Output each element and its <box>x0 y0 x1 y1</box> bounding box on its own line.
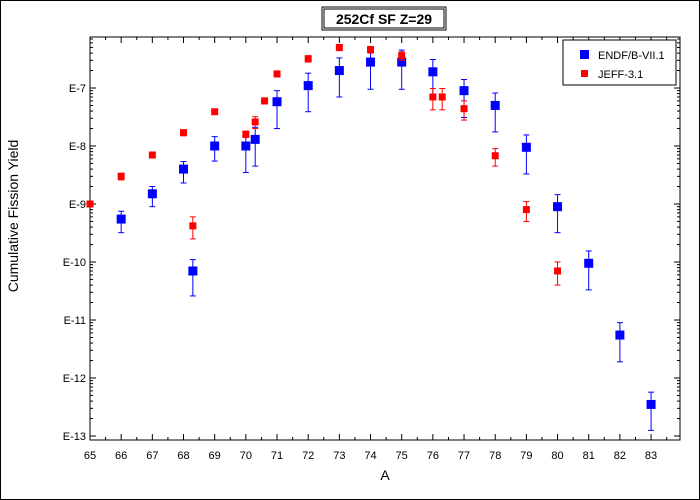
data-point <box>553 202 563 212</box>
x-tick-label: 71 <box>271 450 283 462</box>
data-point <box>460 105 468 113</box>
chart-title-group: 252Cf SF Z=29 <box>321 6 447 31</box>
series-jeff <box>86 43 562 286</box>
data-point <box>398 52 406 60</box>
data-point <box>179 164 189 174</box>
data-point <box>188 266 198 276</box>
data-point <box>86 200 94 208</box>
y-tick-label: E-11 <box>64 315 86 327</box>
y-tick-label: E-10 <box>63 257 86 269</box>
legend-label-jeff: JEFF-3.1 <box>598 69 643 81</box>
data-point <box>210 141 220 151</box>
x-axis-title: A <box>380 467 390 483</box>
data-point <box>303 81 313 91</box>
x-tick-label: 70 <box>240 450 252 462</box>
data-point <box>522 206 530 214</box>
x-tick-label: 65 <box>84 450 96 462</box>
x-tick-label: 77 <box>458 450 470 462</box>
legend-label-endf: ENDF/B-VII.1 <box>598 50 665 62</box>
x-tick-label: 72 <box>302 450 314 462</box>
x-tick-label: 73 <box>333 450 345 462</box>
data-point <box>438 93 446 101</box>
data-point <box>459 86 469 96</box>
y-tick-label: E-7 <box>69 83 86 95</box>
data-point <box>273 70 281 78</box>
x-tick-label: 76 <box>427 450 439 462</box>
x-tick-label: 75 <box>396 450 408 462</box>
legend-swatch-endf <box>580 50 589 59</box>
data-point <box>241 141 251 151</box>
y-tick-label: E-13 <box>63 431 86 443</box>
data-point <box>189 222 197 230</box>
data-point <box>366 57 376 67</box>
data-point <box>521 142 531 152</box>
chart-title-box <box>321 6 447 31</box>
data-point <box>646 399 656 409</box>
axis-ticks: 65 66 67 68 69 70 71 72 73 74 75 76 77 78 79 80 81 82 83 E-… <box>63 37 680 462</box>
data-marks <box>86 43 656 431</box>
data-point <box>261 97 269 105</box>
data-point <box>242 130 250 138</box>
x-tick-label: 66 <box>115 450 127 462</box>
data-point <box>147 189 157 199</box>
chart-title-inner-box <box>323 8 445 29</box>
data-point <box>304 55 312 63</box>
data-point <box>116 214 126 224</box>
x-tick-label: 82 <box>614 450 626 462</box>
data-point <box>554 267 562 275</box>
x-tick-label: 68 <box>177 450 189 462</box>
data-point <box>584 258 594 268</box>
y-tick-label: E-9 <box>69 199 86 211</box>
data-point <box>251 118 259 126</box>
data-point <box>211 108 219 116</box>
y-tick-label: E-8 <box>69 141 86 153</box>
legend-swatch-jeff <box>581 70 588 77</box>
data-point <box>490 100 500 110</box>
data-point <box>180 129 188 137</box>
plot-area <box>89 36 681 441</box>
series-endf <box>116 49 656 431</box>
x-tick-label: 74 <box>364 450 376 462</box>
x-tick-label: 67 <box>146 450 158 462</box>
x-tick-label: 80 <box>551 450 563 462</box>
data-point <box>491 152 499 160</box>
data-point <box>397 57 407 67</box>
x-tick-label: 78 <box>489 450 501 462</box>
x-tick-label: 69 <box>209 450 221 462</box>
data-point <box>117 172 125 180</box>
data-point <box>428 67 438 77</box>
chart-title: 252Cf SF Z=29 <box>336 11 432 27</box>
data-point <box>429 93 437 101</box>
x-tick-label: 79 <box>520 450 532 462</box>
data-point <box>272 97 282 107</box>
legend-box <box>562 39 677 86</box>
data-point <box>367 46 375 54</box>
data-point <box>148 151 156 159</box>
y-tick-label: E-12 <box>63 373 86 385</box>
legend: ENDF/B-VII.1 JEFF-3.1 <box>562 39 677 86</box>
y-axis-title: Cumulative Fission Yield <box>5 140 21 293</box>
x-tick-label: 83 <box>645 450 657 462</box>
data-point <box>615 330 625 340</box>
data-point <box>335 43 343 51</box>
x-tick-label: 81 <box>583 450 595 462</box>
data-point <box>334 66 344 76</box>
data-point <box>250 134 260 144</box>
